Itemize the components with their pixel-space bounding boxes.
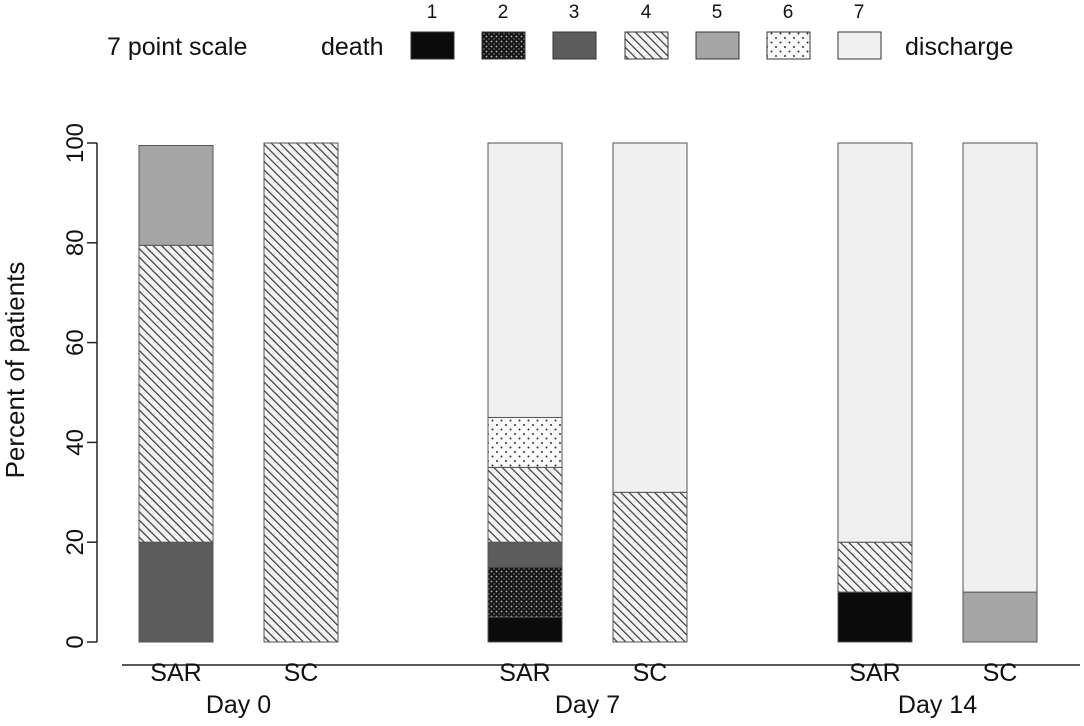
category-label: SC — [284, 659, 319, 687]
legend: 7 point scale death 1 2 3 4 5 6 7 discharge — [107, 2, 1013, 61]
y-ticks: 0 20 40 60 80 100 — [62, 123, 97, 649]
group-label: Day 7 — [555, 691, 620, 719]
category-label: SAR — [499, 659, 550, 687]
legend-level-number: 6 — [783, 2, 794, 23]
legend-level-number: 4 — [641, 2, 652, 23]
bar-day-7-sar-level-7 — [487, 142, 563, 418]
bar-day-0-sar-level-4 — [138, 244, 214, 543]
group-labels: Day 0 Day 7 Day 14 — [206, 691, 977, 719]
bar-day-7-sar-level-2 — [487, 566, 563, 618]
bar-day-7-sar-level-1 — [487, 616, 563, 643]
category-label: SAR — [150, 659, 201, 687]
bar-day-14-sc-level-5 — [962, 591, 1038, 643]
legend-start-label: death — [321, 33, 384, 61]
legend-title: 7 point scale — [107, 33, 247, 61]
legend-level-number: 3 — [569, 2, 580, 23]
bar-day-14-sar-level-7 — [837, 142, 913, 543]
legend-swatch-3 — [552, 31, 597, 60]
y-tick-label: 0 — [62, 635, 89, 648]
y-tick-label: 60 — [62, 329, 89, 356]
legend-swatch-6 — [766, 31, 811, 60]
bar-day-7-sc-level-4 — [612, 491, 688, 643]
bar-day-7-sar-level-6 — [487, 416, 563, 468]
y-tick-label: 80 — [62, 229, 89, 256]
bar-day-14-sc-level-7 — [962, 142, 1038, 593]
bar-day-0-sc-level-4 — [263, 142, 339, 643]
legend-end-label: discharge — [905, 33, 1013, 61]
legend-swatch-7 — [837, 31, 882, 60]
legend-level-number: 2 — [498, 2, 509, 23]
bar-day-7-sar-level-4 — [487, 466, 563, 543]
category-label: SC — [633, 659, 668, 687]
category-label: SC — [983, 659, 1018, 687]
legend-swatch-4 — [624, 31, 669, 60]
bar-day-0-sar-level-3 — [138, 541, 214, 643]
category-label: SAR — [849, 659, 900, 687]
bar-day-7-sc-level-7 — [612, 142, 688, 493]
legend-level-number: 1 — [427, 2, 438, 23]
bar-day-14-sar-level-4 — [837, 541, 913, 593]
y-axis: 0 20 40 60 80 100 Percent of patients — [0, 123, 98, 649]
legend-swatch-5 — [695, 31, 740, 60]
legend-swatch-1 — [410, 31, 455, 60]
y-tick-label: 40 — [62, 429, 89, 456]
y-tick-label: 20 — [62, 529, 89, 556]
y-tick-label: 100 — [62, 123, 89, 163]
legend-swatch-2 — [481, 31, 526, 60]
group-label: Day 14 — [898, 691, 977, 719]
y-axis-title: Percent of patients — [0, 262, 30, 479]
bars — [138, 142, 1038, 643]
legend-level-number: 5 — [712, 2, 723, 23]
legend-items: 1 2 3 4 5 6 7 — [410, 2, 882, 60]
group-label: Day 0 — [206, 691, 271, 719]
bar-day-0-sar-level-5 — [138, 144, 214, 246]
category-labels: SAR SC SAR SC SAR SC — [150, 659, 1017, 687]
bar-day-7-sar-level-3 — [487, 541, 563, 568]
bar-day-14-sar-level-1 — [837, 591, 913, 643]
legend-level-number: 7 — [854, 2, 865, 23]
